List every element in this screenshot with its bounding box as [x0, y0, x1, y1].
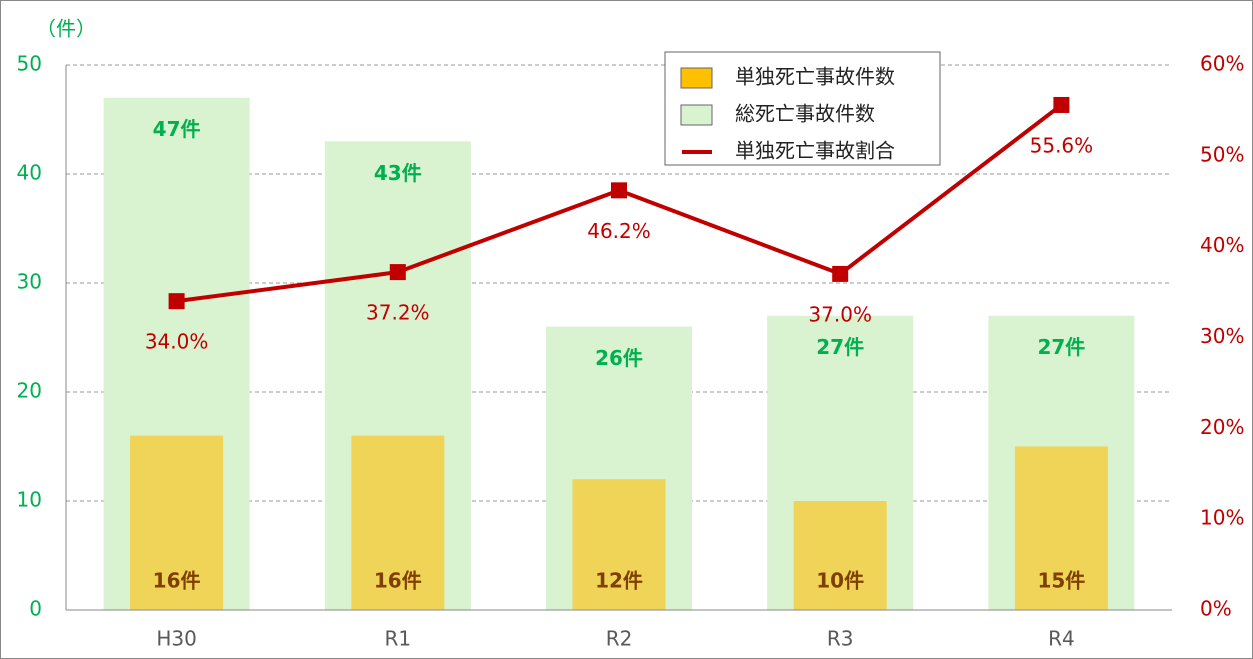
data-label: 26件 [595, 346, 643, 370]
y2-tick-label: 60% [1200, 52, 1244, 76]
data-label: 43件 [374, 161, 422, 185]
data-label: 55.6% [1030, 133, 1094, 157]
legend-label: 単独死亡事故割合 [735, 139, 895, 163]
legend-swatch [680, 67, 713, 89]
y-tick-label: 50 [17, 52, 42, 76]
legend-swatch [680, 104, 713, 126]
x-tick-label: R3 [827, 627, 854, 651]
y2-tick-label: 20% [1200, 415, 1244, 439]
bar [130, 435, 224, 610]
x-tick-label: R1 [384, 627, 411, 651]
y2-tick-label: 40% [1200, 233, 1244, 257]
y-tick-label: 30 [17, 270, 42, 294]
bar [1014, 446, 1108, 610]
data-label: 15件 [1037, 569, 1085, 593]
marker [389, 264, 406, 281]
marker [1053, 96, 1070, 113]
marker [832, 265, 849, 282]
data-label: 27件 [1037, 335, 1085, 359]
data-label: 10件 [816, 569, 864, 593]
data-label: 12件 [595, 569, 643, 593]
data-label: 16件 [153, 569, 201, 593]
x-tick-label: H30 [156, 627, 197, 651]
y2-tick-label: 50% [1200, 142, 1244, 166]
y2-tick-label: 0% [1200, 597, 1232, 621]
y-tick-label: 40 [17, 161, 42, 185]
data-label: 46.2% [587, 219, 651, 243]
data-label: 34.0% [145, 330, 209, 354]
bar [793, 501, 887, 610]
y-tick-label: 0 [29, 597, 42, 621]
data-label: 47件 [153, 117, 201, 141]
marker [611, 182, 627, 199]
data-label: 16件 [374, 569, 422, 593]
data-label: 37.0% [808, 302, 872, 326]
y-axis-label: （件） [36, 17, 96, 41]
y-tick-label: 10 [17, 488, 42, 512]
y2-tick-label: 30% [1200, 324, 1244, 348]
data-label: 37.2% [366, 301, 430, 325]
x-tick-label: R2 [606, 627, 633, 651]
y2-tick-label: 10% [1200, 506, 1244, 530]
bar [572, 479, 666, 610]
legend-label: 単独死亡事故件数 [735, 65, 895, 89]
y-tick-label: 20 [17, 379, 42, 403]
bar [351, 435, 445, 610]
marker [168, 293, 185, 310]
data-label: 27件 [816, 335, 864, 359]
x-tick-label: R4 [1048, 627, 1075, 651]
legend-label: 総死亡事故件数 [735, 102, 875, 126]
